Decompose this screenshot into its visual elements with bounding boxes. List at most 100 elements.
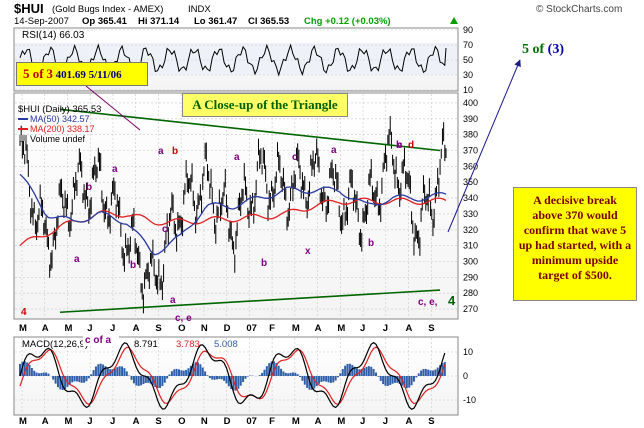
macd-y-axis: 10 0 -10 <box>463 347 476 405</box>
price-y-tick: 290 <box>463 272 478 282</box>
legend-volume: Volume undef <box>30 134 86 144</box>
wave-label: c <box>397 140 403 151</box>
quote-change: Chg +0.12 (+0.03%) <box>304 16 391 27</box>
price-x-tick: J <box>360 323 365 334</box>
price-x-tick: A <box>315 323 322 334</box>
quote-date: 14-Sep-2007 <box>14 16 69 27</box>
wave-label: a <box>331 145 337 156</box>
macd-x-tick: A <box>133 416 140 427</box>
chart-header: $HUI (Gold Bugs Index - AMEX) INDX © Sto… <box>14 1 622 27</box>
wave-label: b <box>396 140 402 151</box>
wave-target-label: 5 of (3) <box>522 42 564 58</box>
price-x-tick: S <box>428 323 434 334</box>
price-y-tick: 360 <box>463 161 478 171</box>
wave-label: c <box>292 152 298 163</box>
wave-label: a <box>158 146 164 157</box>
price-x-tick: J <box>110 323 115 334</box>
price-x-axis: M A M J J A S O N D 07 F M A M J J A S <box>19 323 435 334</box>
rsi-line <box>19 43 447 77</box>
price-x-tick: D <box>224 323 231 334</box>
price-y-tick: 280 <box>463 288 478 298</box>
top-callout-date: 5/11/06 <box>88 69 122 81</box>
rsi-tick: 70 <box>463 40 473 50</box>
wave-label: b <box>368 238 374 249</box>
macd-x-tick: J <box>383 416 388 427</box>
price-y-tick: 400 <box>463 98 478 108</box>
ma50-line <box>19 173 447 256</box>
macd-x-tick: M <box>64 416 72 427</box>
macd-x-tick: F <box>269 416 275 427</box>
macd-x-tick: D <box>224 416 231 427</box>
wave-target-num: (3) <box>547 42 564 57</box>
macd-x-tick: M <box>19 416 27 427</box>
macd-wave-label: c of a <box>85 335 112 346</box>
macd-x-tick: O <box>178 416 185 427</box>
macd-x-tick: A <box>406 416 413 427</box>
quote-open: Op 365.41 <box>82 16 128 27</box>
wave-label: c, e <box>175 313 192 324</box>
change-up-icon <box>450 17 458 24</box>
macd-wave-label-bg <box>83 334 119 346</box>
wave-label: c, e, <box>418 297 438 308</box>
price-x-tick: M <box>19 323 27 334</box>
macd-tick: 10 <box>463 347 473 357</box>
price-y-tick: 330 <box>463 209 478 219</box>
symbol: $HUI <box>14 1 44 16</box>
source-credit: © StockCharts.com <box>536 4 622 15</box>
breakout-note-box: A decisive break above 370 would confirm… <box>513 187 637 301</box>
macd-x-tick: M <box>292 416 300 427</box>
price-y-tick: 390 <box>463 114 478 124</box>
price-x-tick: A <box>133 323 140 334</box>
wave-label: 4 <box>21 307 27 318</box>
top-callout-wave: 5 of <box>23 66 44 81</box>
index-name: (Gold Bugs Index - AMEX) <box>52 4 163 15</box>
macd-x-tick: N <box>201 416 208 427</box>
legend-main: $HUI (Daily) 365.53 <box>18 104 101 115</box>
price-bars <box>19 116 447 314</box>
macd-x-tick: S <box>428 416 434 427</box>
price-y-tick: 340 <box>463 193 478 203</box>
macd-x-tick: S <box>155 416 161 427</box>
rsi-tick: 90 <box>463 25 473 35</box>
wave-label: c <box>162 224 168 235</box>
price-x-tick: F <box>269 323 275 334</box>
price-panel: 400 390 380 370 360 350 340 330 320 310 300 290 280 2… <box>13 92 478 334</box>
legend-ma200: MA(200) 338.17 <box>30 124 95 134</box>
wave-label: a <box>234 152 240 163</box>
macd-x-tick: M <box>337 416 345 427</box>
macd-label: MACD(12,26,9) <box>22 339 88 350</box>
wave-label: 4 <box>448 293 456 308</box>
triangle-title-box: A Close-up of the Triangle <box>182 93 348 117</box>
macd-tick: 0 <box>463 371 468 381</box>
wave-target-text: 5 of <box>522 42 545 57</box>
macd-value: 8.791 <box>134 339 158 350</box>
top-callout-num: 3 <box>46 66 53 81</box>
price-legend: $HUI (Daily) 365.53 MA(50) 342.57 MA(200… <box>18 104 101 144</box>
macd-panel: 10 0 -10 M A M J J A S O N D 07 F M A M J J A S MACD(12,26,9… <box>13 334 476 427</box>
rsi-tick: 10 <box>463 85 473 95</box>
macd-x-tick: A <box>315 416 322 427</box>
price-x-tick: A <box>42 323 49 334</box>
target-arrow <box>447 59 521 233</box>
wave-label: b <box>261 258 267 269</box>
macd-x-tick: J <box>360 416 365 427</box>
price-x-tick: O <box>178 323 185 334</box>
wave-label: b <box>86 182 92 193</box>
macd-x-axis: M A M J J A S O N D 07 F M A M J J A S <box>19 416 435 427</box>
macd-tick: -10 <box>463 395 476 405</box>
macd-hist-value: 5.008 <box>214 339 238 350</box>
lower-triangle-trendline <box>59 289 441 314</box>
rsi-tick: 50 <box>463 55 473 65</box>
price-x-tick: M <box>64 323 72 334</box>
wave-label: a <box>112 164 118 175</box>
price-x-tick: A <box>406 323 413 334</box>
price-y-axis: 400 390 380 370 360 350 340 330 320 310 300 290 280 2… <box>463 98 478 314</box>
rsi-label: RSI(14) 66.03 <box>22 30 85 41</box>
wave-label: a <box>170 295 176 306</box>
top-wave-callout: 5 of 3 401.69 5/11/06 <box>16 62 148 86</box>
price-x-tick: J <box>87 323 92 334</box>
price-y-tick: 320 <box>463 225 478 235</box>
macd-histogram <box>19 361 446 391</box>
macd-x-tick: J <box>110 416 115 427</box>
